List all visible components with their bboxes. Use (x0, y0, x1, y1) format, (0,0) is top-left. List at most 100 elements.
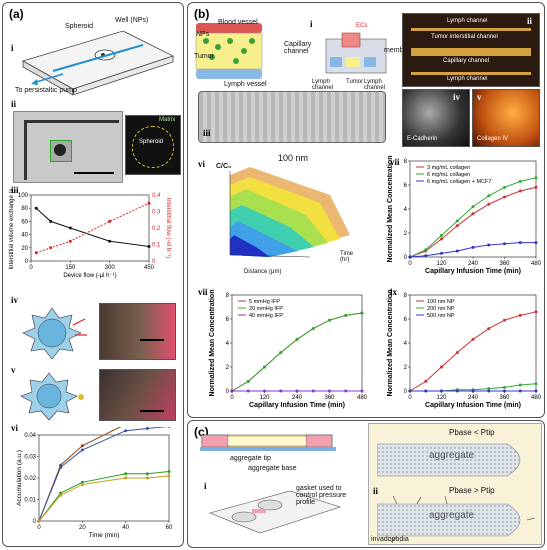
y-tick-label: 20 (21, 246, 28, 252)
label-aggregate-tip: aggregate tip (230, 455, 271, 462)
y-tick-label: 2 (226, 365, 230, 371)
y-tick-label: 2 (404, 231, 408, 237)
data-point (471, 212, 475, 216)
tumor-schematic (195, 23, 263, 79)
data-point (246, 389, 250, 393)
x-tick-label: 120 (436, 261, 447, 267)
panel-a-i: i (11, 43, 14, 53)
chart-b-vii-bottom: 0 120 240 360 480 0 2 4 6 8 Capillary Infusion Tim… (209, 290, 368, 409)
data-point (471, 245, 475, 249)
panel-c: (c) aggregate tip aggregate base i gaske… (187, 420, 545, 548)
data-point (145, 427, 149, 431)
label-aggregate-2: aggregate (429, 510, 475, 521)
panel-b: (b) Blood vessel NPs Tumor Lymph vessel … (187, 2, 545, 418)
panel-b-vii-b: vii (198, 287, 208, 297)
data-point (311, 327, 315, 331)
data-point (534, 382, 538, 386)
data-point (440, 237, 443, 241)
y-tick-label: 0 (404, 255, 408, 261)
data-point (534, 185, 538, 189)
data-point (534, 389, 538, 393)
data-point (408, 389, 412, 393)
y2-tick-label: 0.3 (152, 210, 161, 216)
panel-a-iii: iii (11, 185, 19, 195)
label-pbase-lt: Pbase < Ptip (449, 428, 495, 437)
x-tick-label: 240 (292, 395, 303, 401)
panel-c-ii: ii (373, 486, 379, 496)
data-point (68, 239, 72, 243)
x-tick-label: 360 (324, 395, 335, 401)
series-line (409, 311, 537, 392)
legend-label: 20 mmHg IFP (249, 306, 283, 312)
legend-label: 6 mg/mL collagen (427, 172, 470, 178)
x-axis-label: Capillary Infusion Time (min) (425, 402, 521, 409)
legend-label: 40 mmHg IFP (249, 313, 283, 319)
label-lymph-channel: Lymph channel (312, 79, 334, 91)
data-point (295, 337, 299, 341)
aggregate-i (377, 443, 521, 477)
brightfield-image (13, 111, 123, 183)
chart-a-iii: 0 150 300 45002040608010000.10.20.30.4Inter… (9, 189, 171, 279)
series-line (36, 202, 150, 254)
label-ecs: ECs (356, 23, 368, 29)
data-point (145, 476, 149, 480)
x-axis-label: Capillary Infusion Time (min) (249, 402, 345, 409)
series-line (231, 312, 363, 392)
legend-label: 100 nm NP (427, 299, 455, 305)
data-point (49, 246, 53, 250)
data-point (59, 493, 63, 497)
panel-a-iv: iv (11, 295, 19, 305)
y-tick-label: 4 (226, 341, 230, 347)
chart-b-ix: 0 120 240 360 480 0 2 4 6 8 Capillary Infusion Tim… (387, 290, 542, 409)
data-point (471, 389, 475, 393)
fluorescence-image (125, 115, 181, 175)
collagen-image: v Collagen IV (472, 89, 540, 147)
label-capillary: Capillary channel (443, 58, 490, 64)
y2-tick-label: 0 (152, 259, 156, 265)
data-point (518, 383, 522, 387)
data-point (503, 385, 506, 389)
panel-a-label: (a) (9, 7, 24, 21)
micrograph-iv (99, 303, 176, 360)
y-tick-label: 6 (404, 183, 408, 189)
label-matrix: Matrix (159, 117, 176, 123)
label-pump: To persistaltic pump (15, 87, 77, 94)
series-line (409, 242, 536, 258)
data-point (487, 327, 491, 331)
plot-frame (30, 194, 150, 262)
y-tick-label: 0.03 (24, 455, 36, 461)
data-point (328, 389, 331, 393)
data-point (80, 444, 84, 448)
legend-label: 500 nm NP (427, 313, 455, 319)
y2-tick-label: 0.1 (152, 243, 161, 249)
data-point (518, 189, 522, 193)
data-point (145, 472, 149, 476)
spheroid-diagram-v (20, 372, 84, 421)
aggregate-ii (377, 496, 536, 542)
y2-tick-label: 0.2 (152, 226, 161, 232)
x-tick-label: 120 (436, 395, 447, 401)
data-point (487, 243, 491, 247)
panel-a-v: v (11, 365, 16, 375)
x-tick-label: 0 (408, 395, 412, 401)
series-line (38, 475, 170, 522)
y2-tick-label: 0.4 (152, 193, 161, 199)
panel-a-ii: ii (11, 99, 17, 109)
data-point (80, 480, 84, 484)
x-tick-label: 360 (499, 395, 510, 401)
y-axis-label: Accumulation (a.u.) (16, 450, 23, 506)
data-point (424, 389, 428, 393)
data-point (534, 241, 538, 245)
legend-label: 6 mg/mL collagen + MCF7 (427, 179, 491, 185)
data-point (518, 313, 522, 317)
data-point (455, 351, 459, 355)
label-time: Time (hr) (340, 251, 354, 263)
data-point (408, 255, 412, 259)
y2-axis-label: Interstitial flow (-nl h⁻¹) (165, 198, 171, 259)
x-tick-label: 20 (79, 525, 86, 531)
data-point (440, 365, 443, 369)
x-axis-label: Capillary Infusion Time (min) (425, 268, 521, 275)
data-point (230, 389, 234, 393)
x-tick-label: 120 (259, 395, 270, 401)
y-tick-label: 0 (33, 519, 37, 525)
